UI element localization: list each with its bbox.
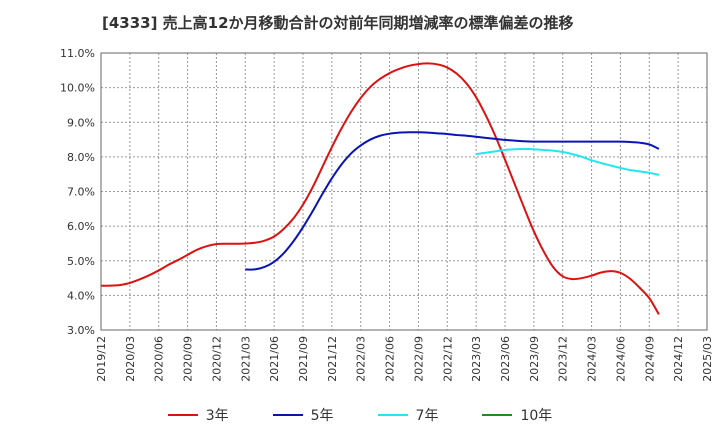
legend-item-3: 7年 [377, 405, 439, 425]
y-tick-label: 6.0% [67, 220, 95, 233]
x-tick-label: 2021/03 [239, 336, 252, 382]
plot-border [100, 52, 708, 331]
x-tick-label: 2025/03 [701, 336, 714, 382]
x-tick-label: 2023/09 [528, 336, 541, 382]
grid [100, 52, 708, 331]
axes: 3.0% 4.0% 5.0% 6.0% 7.0% 8.0% 9.0% 10.0% 11.0% 20… [60, 47, 714, 382]
x-tick-label: 2023/06 [499, 336, 512, 382]
legend-item-2: 5年 [272, 405, 334, 425]
x-tick-label: 2020/06 [153, 336, 166, 382]
series-line-3 [475, 147, 660, 176]
series-line-2 [245, 131, 660, 271]
y-tick-label: 10.0% [60, 82, 95, 95]
x-tick-label: 2020/12 [210, 336, 223, 382]
x-tick-label: 2024/12 [672, 336, 685, 382]
x-tick-label: 2021/12 [326, 336, 339, 382]
chart-title: [4333] 売上高12か月移動合計の対前年同期増減率の標準偏差の推移 [102, 14, 574, 32]
x-tick-label: 2021/09 [297, 336, 310, 382]
x-tick-label: 2020/03 [124, 336, 137, 382]
y-tick-label: 8.0% [67, 151, 95, 164]
legend-swatch [482, 414, 513, 416]
legend-label: 7年 [415, 408, 439, 424]
legend-item-1: 3年 [167, 405, 229, 425]
legend-label: 5年 [310, 408, 334, 424]
legend-swatch [272, 414, 303, 416]
x-tick-label: 2024/09 [643, 336, 656, 382]
y-tick-label: 3.0% [67, 324, 95, 337]
series-lines [100, 62, 660, 315]
legend-item-4: 10年 [482, 405, 552, 425]
legend-label: 10年 [520, 408, 553, 424]
legend-swatch [377, 414, 408, 416]
legend-label: 3年 [205, 408, 229, 424]
x-tick-label: 2022/09 [412, 336, 425, 382]
x-tick-label: 2022/03 [355, 336, 368, 382]
x-tick-label: 2021/06 [268, 336, 281, 382]
legend: 3年 5年 7年 10年 [0, 402, 720, 428]
x-tick-label: 2023/12 [557, 336, 570, 382]
x-tick-label: 2024/03 [586, 336, 599, 382]
series-line-1 [100, 62, 660, 315]
x-tick-label: 2022/12 [441, 336, 454, 382]
y-tick-label: 9.0% [67, 116, 95, 129]
y-tick-label: 5.0% [67, 255, 95, 268]
y-tick-label: 11.0% [60, 47, 95, 60]
y-tick-label: 7.0% [67, 186, 95, 199]
plot-area [101, 53, 707, 330]
x-tick-label: 2019/12 [95, 336, 108, 382]
x-tick-label: 2022/06 [384, 336, 397, 382]
x-tick-label: 2024/06 [614, 336, 627, 382]
x-tick-label: 2023/03 [470, 336, 483, 382]
x-tick-label: 2020/09 [182, 336, 195, 382]
legend-swatch [167, 414, 198, 416]
y-tick-label: 4.0% [67, 289, 95, 302]
